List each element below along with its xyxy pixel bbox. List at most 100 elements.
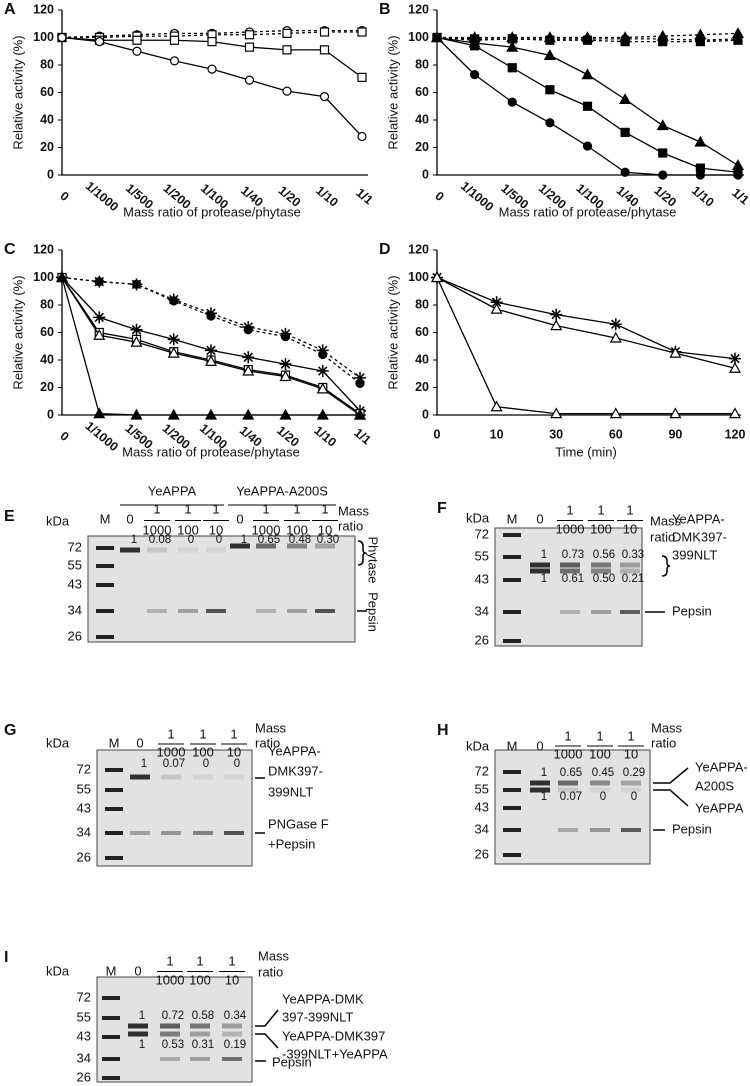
lane-ratio-numerator: 1 bbox=[627, 728, 634, 743]
pepsin-band bbox=[147, 609, 167, 613]
band-label: 397-399NLT bbox=[282, 1009, 353, 1024]
marker-label: 43 bbox=[475, 799, 489, 814]
mass-ratio-label: Mass bbox=[338, 503, 370, 518]
point bbox=[319, 45, 330, 55]
point bbox=[205, 344, 217, 357]
mass-ratio-label: Mass bbox=[651, 720, 683, 735]
point bbox=[545, 34, 555, 44]
y-tick-label: 120 bbox=[33, 2, 54, 16]
marker-label: 34 bbox=[475, 821, 489, 836]
x-axis-label: Mass ratio of protease/phytase bbox=[122, 444, 300, 459]
point bbox=[506, 40, 519, 52]
mass-ratio-label: ratio bbox=[258, 964, 283, 979]
point bbox=[432, 32, 442, 43]
y-axis-label: Relative activity (%) bbox=[385, 275, 400, 389]
band-value: 0.58 bbox=[192, 1010, 214, 1022]
y-tick-label: 0 bbox=[47, 167, 54, 181]
x-tick-label: 1/1000 bbox=[458, 179, 496, 214]
point bbox=[543, 49, 556, 60]
band-value: 1 bbox=[541, 791, 547, 803]
protein-band bbox=[560, 562, 580, 568]
point bbox=[582, 141, 593, 151]
band-value: 0.65 bbox=[258, 534, 280, 546]
protein-band bbox=[621, 787, 641, 793]
x-axis-label: Mass ratio of protease/phytase bbox=[123, 204, 301, 219]
ladder-band bbox=[102, 1076, 120, 1080]
point bbox=[609, 331, 622, 343]
x-tick-label: 1/1 bbox=[729, 186, 750, 208]
y-tick-label: 80 bbox=[40, 297, 54, 311]
series-line bbox=[61, 36, 363, 137]
marker-label: 55 bbox=[475, 781, 489, 796]
protein-band bbox=[147, 547, 167, 553]
point bbox=[55, 271, 69, 283]
pepsin-band bbox=[620, 610, 640, 614]
point bbox=[93, 329, 106, 340]
ladder-band bbox=[96, 635, 114, 639]
marker-label: 26 bbox=[475, 632, 489, 647]
protein-band bbox=[530, 780, 550, 786]
protein-band bbox=[128, 1023, 148, 1029]
lane-ratio-numerator: 1 bbox=[199, 726, 206, 741]
band-value: 0.33 bbox=[622, 549, 644, 561]
protein-band bbox=[120, 547, 140, 553]
point bbox=[204, 355, 218, 366]
band-value: 0.45 bbox=[592, 767, 614, 779]
lane-ratio-denominator: 1000 bbox=[156, 972, 185, 987]
marker-label: 34 bbox=[68, 602, 82, 617]
point bbox=[658, 34, 668, 44]
marker-label: 34 bbox=[77, 824, 91, 839]
y-tick-label: 40 bbox=[40, 112, 54, 126]
protein-band bbox=[287, 543, 307, 549]
protein-band bbox=[161, 774, 181, 780]
point bbox=[244, 30, 255, 40]
panel-label: F bbox=[437, 500, 447, 517]
lane-ratio-denominator: 10 bbox=[624, 746, 638, 761]
band-label: YeAPPA-DMK bbox=[282, 991, 364, 1006]
point bbox=[243, 325, 253, 335]
x-tick-label: 120 bbox=[725, 427, 746, 441]
series-line bbox=[61, 276, 361, 384]
band-label: 399NLT bbox=[268, 784, 313, 799]
point bbox=[282, 86, 292, 96]
x-tick-label: 10 bbox=[490, 427, 504, 441]
x-tick-label: 0 bbox=[57, 189, 71, 204]
panel-label: C bbox=[4, 241, 16, 258]
band-value: 1 bbox=[541, 767, 547, 779]
point bbox=[507, 63, 517, 73]
gel bbox=[494, 527, 643, 647]
marker-label: 34 bbox=[77, 1050, 91, 1065]
point bbox=[206, 311, 216, 321]
point bbox=[319, 92, 330, 102]
band-value: 0.48 bbox=[289, 534, 311, 546]
x-tick-label: 1/1 bbox=[353, 186, 375, 208]
unit-label: kDa bbox=[46, 963, 70, 978]
label-pointer bbox=[653, 789, 689, 807]
label-pointer bbox=[653, 767, 689, 784]
protein-band bbox=[558, 787, 578, 793]
protein-band bbox=[621, 780, 641, 786]
x-tick-label: 1/10 bbox=[689, 183, 717, 209]
point bbox=[242, 408, 255, 420]
lane-ratio-numerator: 1 bbox=[293, 501, 300, 516]
protein-band bbox=[160, 1023, 180, 1029]
band-value: 0.07 bbox=[560, 791, 582, 803]
band-label: -399NLT+YeAPPA bbox=[282, 1046, 388, 1061]
x-tick-label: 0 bbox=[434, 427, 441, 441]
protein-band bbox=[190, 1023, 210, 1029]
ladder-band bbox=[96, 564, 114, 568]
lane-ratio-numerator: 1 bbox=[166, 953, 173, 968]
point bbox=[733, 34, 743, 44]
point bbox=[280, 332, 291, 342]
protein-band bbox=[530, 787, 550, 793]
point bbox=[279, 358, 292, 371]
point bbox=[279, 408, 292, 420]
group-label: YeAPPA-A200S bbox=[236, 483, 328, 498]
band-label: A200S bbox=[695, 778, 734, 793]
point bbox=[430, 271, 444, 283]
ladder-band bbox=[503, 610, 521, 614]
x-tick-label: 1/1000 bbox=[83, 419, 121, 454]
y-tick-label: 0 bbox=[422, 407, 429, 421]
point bbox=[545, 118, 555, 128]
y-tick-label: 120 bbox=[408, 242, 429, 256]
